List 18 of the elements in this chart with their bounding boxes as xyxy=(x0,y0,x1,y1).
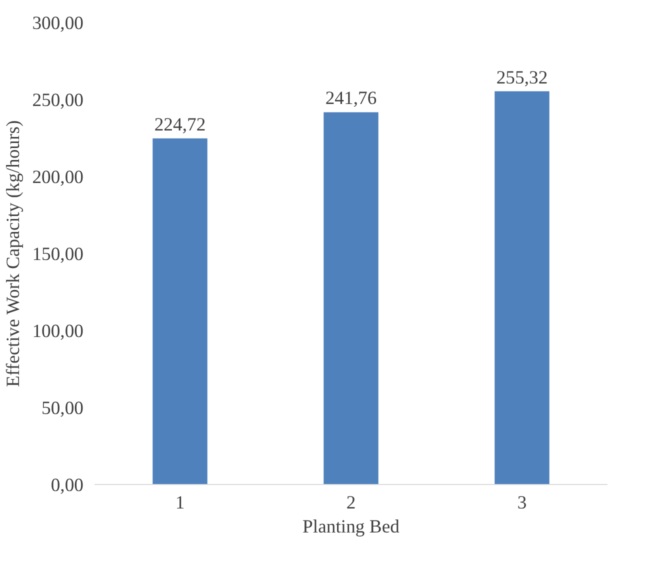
y-tick-label: 0,00 xyxy=(50,475,84,496)
data-label: 224,72 xyxy=(154,114,206,136)
bar xyxy=(152,138,208,484)
bar xyxy=(324,112,378,484)
data-label: 255,32 xyxy=(496,67,548,88)
x-axis-title: Planting Bed xyxy=(302,516,400,538)
y-axis-title: Effective Work Capacity (kg/hours) xyxy=(3,120,24,388)
y-tick-label: 150,00 xyxy=(32,244,84,265)
y-tick-label: 200,00 xyxy=(32,167,84,188)
x-tick-label: 3 xyxy=(517,492,527,514)
data-label: 241,76 xyxy=(325,88,377,110)
bar xyxy=(494,91,550,484)
y-tick-label: 100,00 xyxy=(32,321,84,342)
x-tick-label: 2 xyxy=(346,492,356,514)
x-tick-label: 1 xyxy=(175,492,185,514)
y-tick-label: 300,00 xyxy=(32,13,84,34)
y-tick-label: 250,00 xyxy=(32,90,84,111)
y-tick-label: 50,00 xyxy=(42,398,84,419)
